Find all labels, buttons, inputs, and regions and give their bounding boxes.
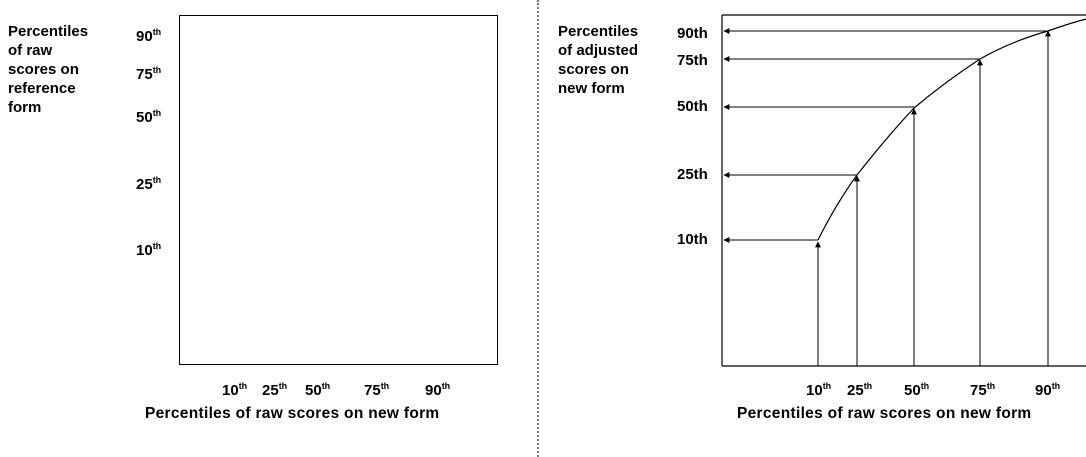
left-y-tick-25: 25th [136,175,162,193]
right-y-axis-label-line: new form [558,80,625,97]
left-x-tick-75: 75th [364,381,390,399]
left-y-tick-75: 75th [136,65,162,83]
right-y-tick-50: 50th [677,98,708,115]
left-x-tick-90: 90th [425,381,451,399]
right-x-tick-90: 90th [1035,381,1061,399]
right-y-tick-25: 25th [677,166,708,183]
right-y-axis-label: Percentiles of adjusted scores on new fo… [558,22,638,98]
right-x-axis-label: Percentiles of raw scores on new form [737,405,1032,422]
left-y-axis-label-line: scores on [8,61,79,78]
left-x-tick-25: 25th [262,381,288,399]
left-y-axis-label-line: of raw [8,42,53,59]
right-x-tick-75: 75th [970,381,996,399]
left-x-tick-10: 10th [222,381,248,399]
right-y-tick-10: 10th [677,231,708,248]
right-x-tick-25: 25th [847,381,873,399]
left-x-tick-50: 50th [305,381,331,399]
left-y-tick-10: 10th [136,241,162,259]
right-y-tick-90: 90th [677,25,708,42]
left-y-tick-50: 50th [136,108,162,126]
right-x-tick-50: 50th [904,381,930,399]
left-plot-area [179,15,498,365]
right-y-tick-75: 75th [677,52,708,69]
mapping-curve [817,18,1086,241]
panel-divider [537,0,539,457]
left-y-axis-label-line: Percentiles [8,23,89,40]
left-y-axis-label-line: reference [8,80,76,97]
right-y-axis-label-line: scores on [558,61,629,78]
right-y-axis-label-line: of adjusted [558,42,639,59]
left-y-axis-label: Percentiles of raw scores on reference f… [8,22,88,117]
right-y-axis-label-line: Percentiles [558,23,639,40]
left-x-axis-label: Percentiles of raw scores on new form [145,405,440,422]
left-y-tick-90: 90th [136,27,162,45]
right-x-tick-10: 10th [806,381,832,399]
left-y-axis-label-line: form [8,99,42,116]
